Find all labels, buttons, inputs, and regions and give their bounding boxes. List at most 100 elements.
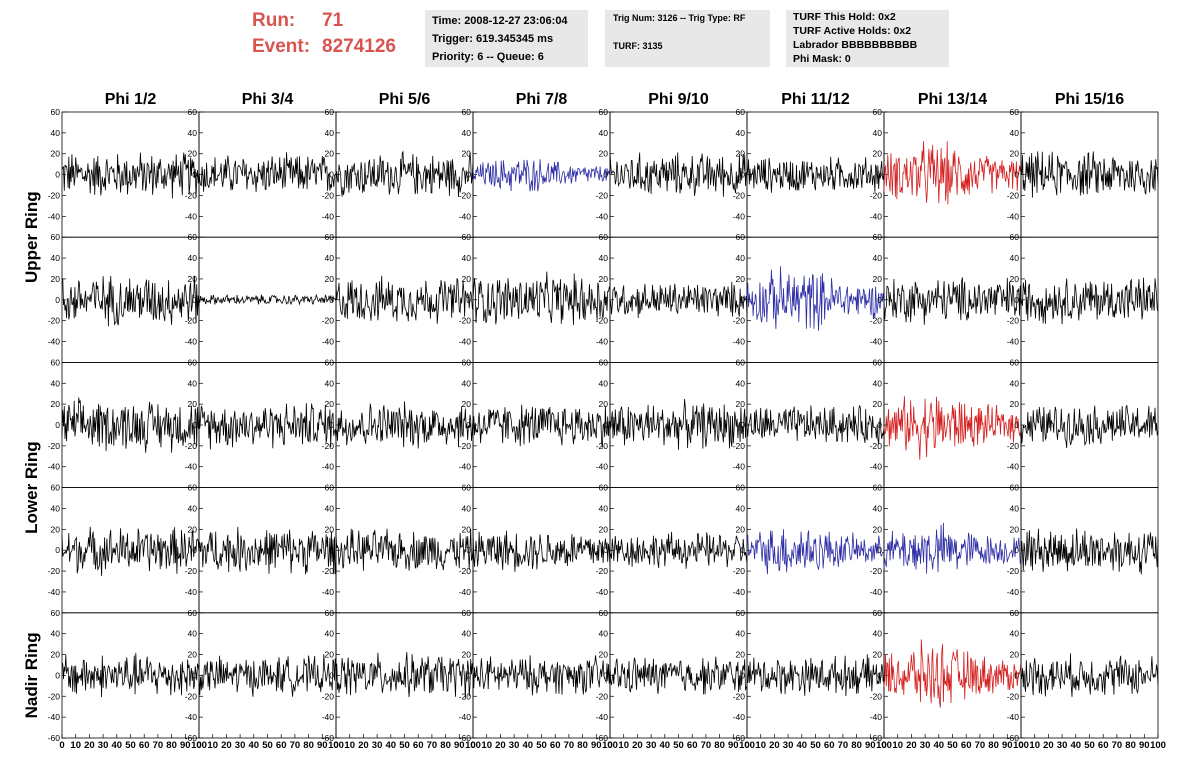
waveform-trace xyxy=(1020,528,1159,575)
y-tick-label: 20 xyxy=(599,274,609,284)
y-tick-label: 20 xyxy=(1010,650,1020,660)
panel-frame xyxy=(883,361,1022,488)
y-tick-label: 40 xyxy=(736,378,746,388)
y-tick-label: 60 xyxy=(736,608,746,618)
y-tick-label: 60 xyxy=(51,232,61,242)
y-tick-label: 0 xyxy=(603,170,608,180)
y-tick-label: -40 xyxy=(596,337,609,347)
event-row: Event: 8274126 xyxy=(252,34,396,60)
y-tick-label: -40 xyxy=(870,211,883,221)
y-tick-label: 20 xyxy=(462,524,472,534)
y-tick-label: 40 xyxy=(736,253,746,263)
y-tick-label: 0 xyxy=(603,420,608,430)
y-tick-label: -60 xyxy=(596,733,609,743)
x-tick-label: 80 xyxy=(714,740,725,751)
y-tick-label: 40 xyxy=(325,253,335,263)
y-tick-label: 60 xyxy=(599,608,609,618)
y-tick-label: 40 xyxy=(599,503,609,513)
y-tick-label: -40 xyxy=(322,587,335,597)
waveform-trace xyxy=(472,530,611,572)
y-tick-label: 0 xyxy=(1014,295,1019,305)
y-tick-label: 60 xyxy=(599,483,609,493)
y-tick-label: -20 xyxy=(459,190,472,200)
y-tick-label: -40 xyxy=(870,462,883,472)
y-tick-label: -60 xyxy=(870,733,883,743)
y-tick-label: 20 xyxy=(188,524,198,534)
waveform-trace xyxy=(609,656,748,695)
y-tick-label: 0 xyxy=(192,670,197,680)
y-tick-label: 60 xyxy=(188,357,198,367)
y-tick-label: 20 xyxy=(1010,399,1020,409)
x-tick-label: 30 xyxy=(509,740,520,751)
y-tick-label: -40 xyxy=(870,712,883,722)
waveform-trace xyxy=(61,652,200,698)
y-tick-label: -20 xyxy=(322,190,335,200)
run-event-block: Run: 71 Event: 8274126 xyxy=(252,8,396,60)
y-tick-label: -20 xyxy=(48,190,61,200)
waveform-trace xyxy=(198,152,337,193)
y-tick-label: 0 xyxy=(740,545,745,555)
y-tick-label: 60 xyxy=(873,357,883,367)
x-tick-label: 80 xyxy=(988,740,999,751)
y-tick-label: 20 xyxy=(325,650,335,660)
y-tick-label: 40 xyxy=(462,128,472,138)
waveform-panel: -40 -20 0 20 40 60 xyxy=(322,483,474,614)
ring-label: Upper Ring xyxy=(22,191,41,283)
y-tick-label: -60 xyxy=(48,733,61,743)
trig-line: Trig Num: 3126 -- Trig Type: RF xyxy=(613,13,746,23)
x-tick-label: 90 xyxy=(728,740,739,751)
y-tick-label: 0 xyxy=(192,545,197,555)
x-tick-label: 80 xyxy=(1125,740,1136,751)
y-tick-label: -20 xyxy=(459,566,472,576)
y-tick-label: -40 xyxy=(1007,587,1020,597)
waveform-panel: -40 -20 0 20 40 60 xyxy=(322,232,474,363)
y-tick-label: -20 xyxy=(733,316,746,326)
event-value: 8274126 xyxy=(322,36,396,57)
column-title: Phi 3/4 xyxy=(242,91,294,108)
x-tick-label: 10 xyxy=(481,740,492,751)
y-tick-label: 20 xyxy=(599,524,609,534)
y-tick-label: 60 xyxy=(599,232,609,242)
x-tick-label: 0 xyxy=(196,740,201,751)
x-tick-label: 40 xyxy=(1071,740,1082,751)
y-tick-label: -20 xyxy=(870,691,883,701)
y-tick-label: 0 xyxy=(877,545,882,555)
waveform-trace xyxy=(1020,277,1159,325)
y-tick-label: 60 xyxy=(51,107,61,117)
x-tick-label: 60 xyxy=(687,740,698,751)
y-tick-label: -60 xyxy=(733,733,746,743)
y-tick-label: 60 xyxy=(1010,232,1020,242)
y-tick-label: -40 xyxy=(1007,211,1020,221)
y-tick-label: 0 xyxy=(877,420,882,430)
y-tick-label: -40 xyxy=(185,712,198,722)
x-tick-label: 10 xyxy=(344,740,355,751)
waveform-panel: -40 -20 0 20 40 60 xyxy=(596,483,748,614)
y-tick-label: 40 xyxy=(1010,378,1020,388)
x-tick-label: 30 xyxy=(235,740,246,751)
y-tick-label: 20 xyxy=(1010,524,1020,534)
y-tick-label: 20 xyxy=(736,650,746,660)
y-tick-label: -40 xyxy=(733,337,746,347)
waveform-trace xyxy=(472,404,611,448)
y-tick-label: -20 xyxy=(185,566,198,576)
y-tick-label: 60 xyxy=(873,232,883,242)
y-tick-label: -20 xyxy=(733,691,746,701)
y-tick-label: -20 xyxy=(48,691,61,701)
y-tick-label: 60 xyxy=(1010,608,1020,618)
waveform-panel: -40 -20 0 20 40 60 xyxy=(185,483,337,614)
y-tick-label: 0 xyxy=(192,420,197,430)
y-tick-label: -40 xyxy=(185,587,198,597)
y-tick-label: 40 xyxy=(325,629,335,639)
x-tick-label: 100 xyxy=(328,740,344,751)
y-tick-label: -20 xyxy=(733,441,746,451)
y-tick-label: 60 xyxy=(325,232,335,242)
trigger-line: Trigger: 619.345345 ms xyxy=(432,33,554,45)
x-tick-label: 50 xyxy=(673,740,684,751)
x-tick-label: 10 xyxy=(892,740,903,751)
y-tick-label: 20 xyxy=(51,399,61,409)
y-tick-label: 0 xyxy=(740,170,745,180)
waveform-panel: -40 -20 0 20 40 60 xyxy=(733,107,885,238)
waveform-trace xyxy=(472,159,611,192)
